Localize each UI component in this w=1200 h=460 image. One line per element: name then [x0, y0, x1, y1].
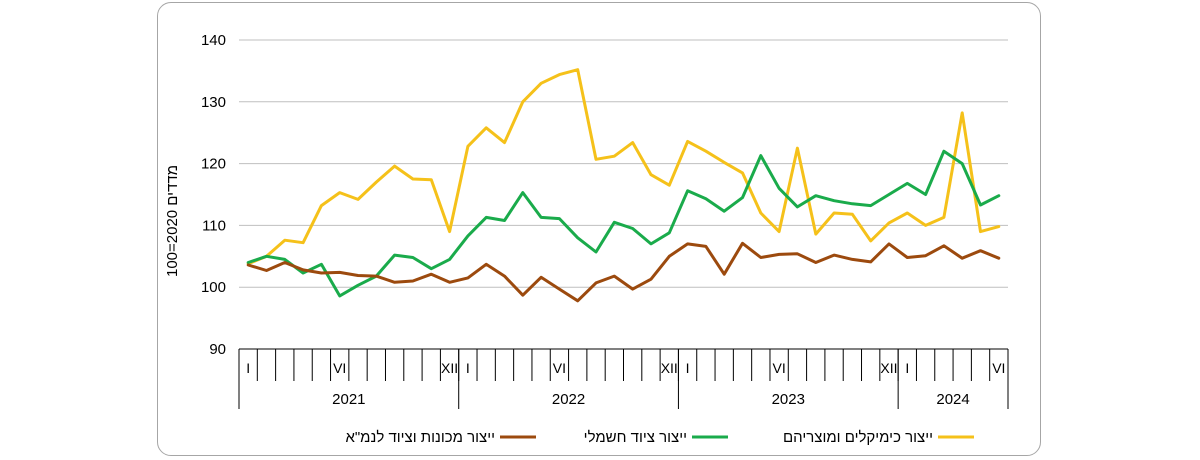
chart-frame: 90 100 110 120 130 140 מדדים 2020=100 2021 202…	[157, 2, 1041, 456]
y-tick-label: 130	[201, 94, 226, 111]
y-axis-ticks: 90 100 110 120 130 140	[201, 32, 226, 358]
month-label: XII	[880, 360, 897, 376]
y-tick-label: 140	[201, 32, 226, 49]
legend: ייצור כימיקלים ומוצריהם ייצור ציוד חשמלי י…	[345, 429, 974, 446]
y-axis-label: מדדים 2020=100	[164, 165, 181, 277]
year-label: 2023	[772, 391, 805, 408]
y-tick-label: 120	[201, 156, 226, 173]
gridlines	[239, 39, 1008, 350]
month-label: XII	[441, 360, 458, 376]
x-axis: 2021 2022 2023 2024 I VI XII I VI XII I VI XII I VI	[238, 349, 1009, 409]
month-label: VI	[992, 360, 1005, 376]
month-label: I	[246, 360, 250, 376]
year-label: 2024	[936, 391, 969, 408]
month-label: XII	[661, 360, 678, 376]
y-tick-label: 110	[202, 217, 226, 234]
year-label: 2021	[332, 391, 365, 408]
month-label: I	[686, 360, 690, 376]
month-label: VI	[773, 360, 786, 376]
month-label: VI	[333, 360, 346, 376]
legend-label: ייצור ציוד חשמלי	[584, 429, 687, 446]
y-tick-label: 90	[209, 341, 226, 358]
y-tick-label: 100	[201, 279, 226, 296]
series-line-1	[246, 68, 1001, 266]
year-label: 2022	[552, 391, 585, 408]
legend-label: ייצור כימיקלים ומוצריהם	[783, 429, 933, 446]
series-lines	[246, 68, 1001, 303]
month-label: I	[466, 360, 470, 376]
legend-label: ייצור מכונות וציוד לנמ"א	[345, 429, 495, 446]
series-line-3	[246, 241, 1001, 303]
month-label: I	[905, 360, 909, 376]
series-line-2	[246, 149, 1001, 298]
month-label: VI	[553, 360, 566, 376]
